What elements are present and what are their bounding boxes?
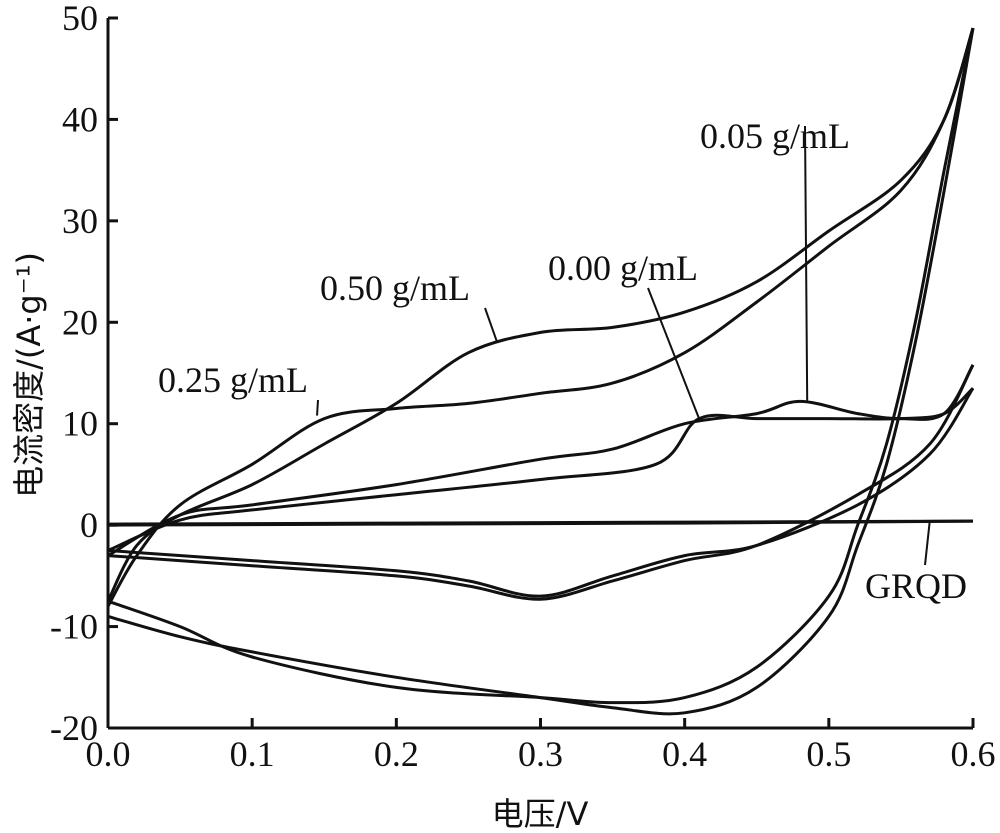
x-tick-label: 0.3 xyxy=(518,734,563,774)
series-0-50-g-ml-cathodic xyxy=(107,27,975,705)
series-grqd-cathodic xyxy=(107,519,974,527)
annotation-label: 0.00 g/mL xyxy=(548,248,698,288)
annotation-leader xyxy=(924,520,931,566)
y-tick-label: 30 xyxy=(62,201,98,241)
annotation-leader xyxy=(804,125,809,402)
series-0-50-g-ml-anodic xyxy=(106,27,975,602)
annotation-leader xyxy=(484,307,499,343)
y-tick-label: 40 xyxy=(62,99,98,139)
y-tick-label: 0 xyxy=(80,505,98,545)
y-tick-label: -10 xyxy=(50,607,98,647)
series-0-05-g-ml-cathodic xyxy=(107,364,975,601)
annotation-label: GRQD xyxy=(865,566,967,606)
x-tick-label: 0.4 xyxy=(662,734,707,774)
annotation-label: 0.25 g/mL xyxy=(158,360,308,400)
x-axis-title: 电压/V xyxy=(492,795,589,833)
annotation-label: 0.05 g/mL xyxy=(700,116,850,156)
series-0-25-g-ml-anodic xyxy=(106,27,975,608)
annotation-leader xyxy=(647,287,701,420)
y-axis-title: 电流密度/(A·g⁻¹) xyxy=(10,252,48,498)
series-0-25-g-ml-cathodic xyxy=(107,27,975,716)
x-tick-label: 0.0 xyxy=(86,734,131,774)
x-tick-label: 0.2 xyxy=(374,734,419,774)
y-tick-label: 50 xyxy=(62,0,98,38)
annotations: 0.05 g/mL 0.00 g/mL 0.50 g/mL 0.25 g/mL GRQD xyxy=(158,116,967,606)
x-tick-label: 0.5 xyxy=(806,734,851,774)
curves xyxy=(106,27,975,716)
annotation-label: 0.50 g/mL xyxy=(320,268,470,308)
x-tick-label: 0.6 xyxy=(951,734,996,774)
y-tick-label: 10 xyxy=(62,404,98,444)
annotation-leader xyxy=(316,399,319,416)
axes: 0.0 0.1 0.2 0.3 0.4 0.5 0.6 -20 -10 0 10 20 30 40 50 xyxy=(50,0,996,774)
x-tick-label: 0.1 xyxy=(230,734,275,774)
y-tick-label: -20 xyxy=(50,708,98,748)
series-0-00-g-ml-cathodic xyxy=(107,387,975,598)
y-tick-label: 20 xyxy=(62,302,98,342)
